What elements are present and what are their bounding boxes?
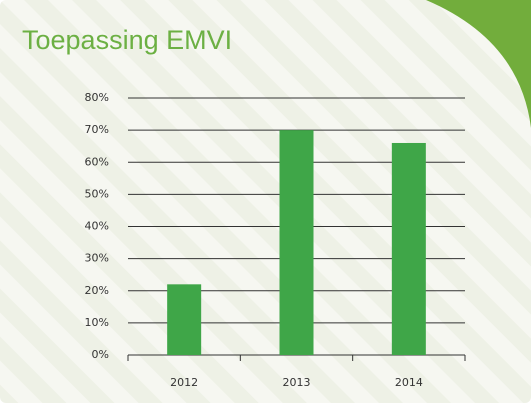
chart-title: Toepassing EMVI	[22, 25, 232, 55]
y-tick-label: 80%	[85, 91, 109, 104]
corner-fold	[426, 0, 531, 128]
y-tick-label: 20%	[85, 284, 109, 297]
y-tick-label: 50%	[85, 187, 109, 200]
x-tick-label: 2012	[170, 376, 198, 389]
bar	[279, 130, 314, 355]
bar	[167, 284, 202, 355]
y-tick-label: 70%	[85, 123, 109, 136]
x-tick-label: 2013	[283, 376, 311, 389]
y-tick-label: 10%	[85, 316, 109, 329]
y-tick-label: 40%	[85, 220, 109, 233]
y-tick-label: 0%	[92, 348, 109, 361]
y-tick-label: 60%	[85, 155, 109, 168]
bar	[391, 142, 426, 355]
y-tick-label: 30%	[85, 252, 109, 265]
x-tick-label: 2014	[395, 376, 423, 389]
